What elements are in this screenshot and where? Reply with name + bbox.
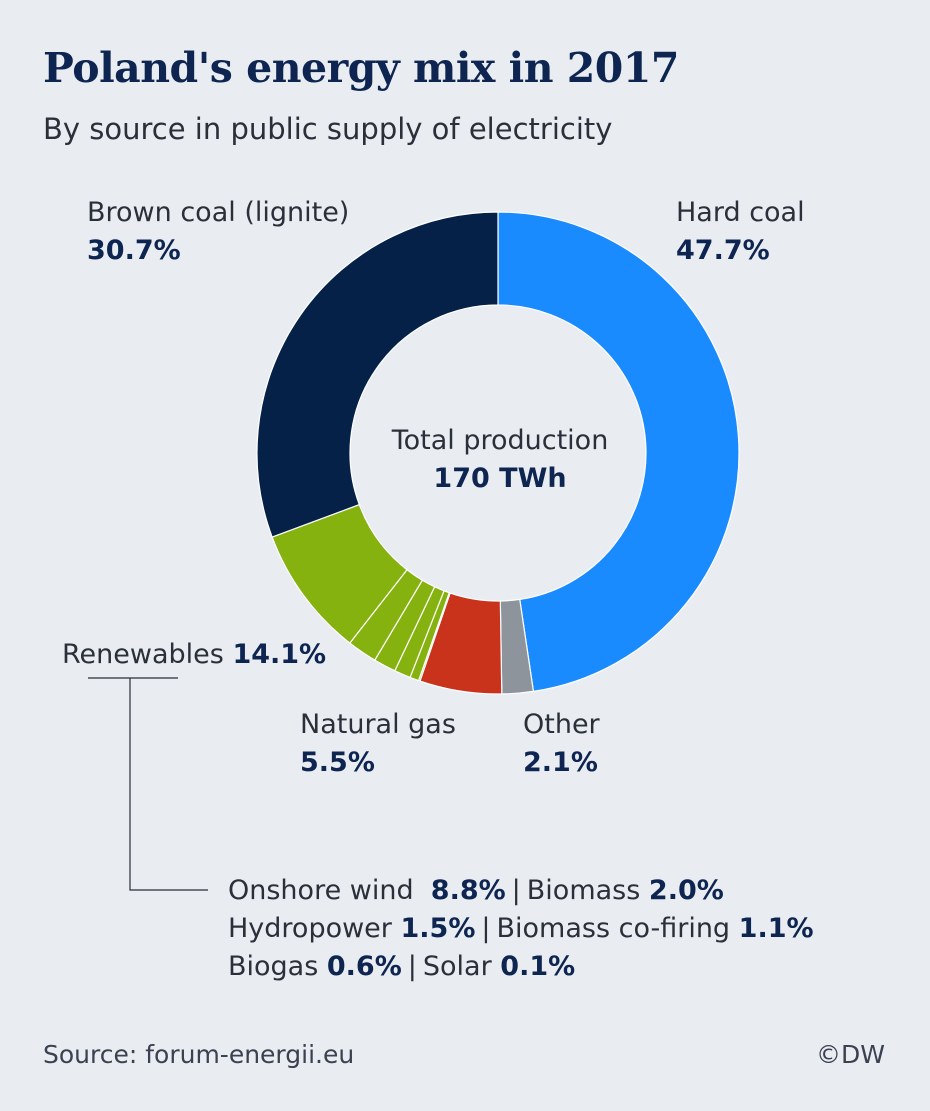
slice-hard-coal xyxy=(497,211,740,693)
label-renewables: Renewables 14.1% xyxy=(62,636,326,674)
breakdown-row: Hydropower 1.5% | Biomass co-firing 1.1% xyxy=(228,913,814,944)
label-other-name: Other xyxy=(523,709,600,740)
label-brown-coal: Brown coal (lignite) 30.7% xyxy=(87,194,349,270)
label-renewables-name: Renewables xyxy=(62,639,224,670)
breakdown-name: Biomass co-firing xyxy=(496,913,731,944)
renewables-breakdown: Onshore wind 8.8% | Biomass 2.0% Hydropowe… xyxy=(228,872,814,986)
label-other: Other 2.1% xyxy=(523,706,600,782)
breakdown-row: Biogas 0.6% | Solar 0.1% xyxy=(228,951,576,982)
label-renewables-value: 14.1% xyxy=(232,639,327,670)
center-total: Total production 170 TWh xyxy=(340,422,660,498)
label-hard-coal-value: 47.7% xyxy=(676,235,770,266)
breakdown-value: 0.1% xyxy=(500,951,576,982)
breakdown-row: Onshore wind 8.8% | Biomass 2.0% xyxy=(228,875,724,906)
center-total-value: 170 TWh xyxy=(433,463,567,494)
breakdown-name: Onshore wind xyxy=(228,875,414,906)
breakdown-value: 1.1% xyxy=(738,913,814,944)
source-note: Source: forum-energii.eu xyxy=(43,1040,355,1069)
renewables-leader-bracket xyxy=(129,678,208,891)
label-other-value: 2.1% xyxy=(523,747,598,778)
chart-title: Poland's energy mix in 2017 xyxy=(43,44,679,92)
slice-brown-coal-lignite xyxy=(256,211,499,538)
label-natural-gas-value: 5.5% xyxy=(300,747,375,778)
label-natural-gas-name: Natural gas xyxy=(300,709,456,740)
label-brown-coal-value: 30.7% xyxy=(87,235,181,266)
chart-subtitle: By source in public supply of electricit… xyxy=(43,112,613,146)
dw-credit: ©DW xyxy=(816,1040,885,1069)
breakdown-value: 8.8% xyxy=(430,875,506,906)
breakdown-name: Biomass xyxy=(526,875,641,906)
label-hard-coal: Hard coal 47.7% xyxy=(676,194,805,270)
breakdown-name: Solar xyxy=(422,951,492,982)
breakdown-name: Biogas xyxy=(228,951,319,982)
label-hard-coal-name: Hard coal xyxy=(676,197,805,228)
label-natural-gas: Natural gas 5.5% xyxy=(300,706,456,782)
breakdown-value: 2.0% xyxy=(648,875,724,906)
breakdown-name: Hydropower xyxy=(228,913,392,944)
breakdown-value: 0.6% xyxy=(326,951,402,982)
center-total-label: Total production xyxy=(391,425,609,456)
label-brown-coal-name: Brown coal (lignite) xyxy=(87,197,350,228)
breakdown-value: 1.5% xyxy=(400,913,476,944)
